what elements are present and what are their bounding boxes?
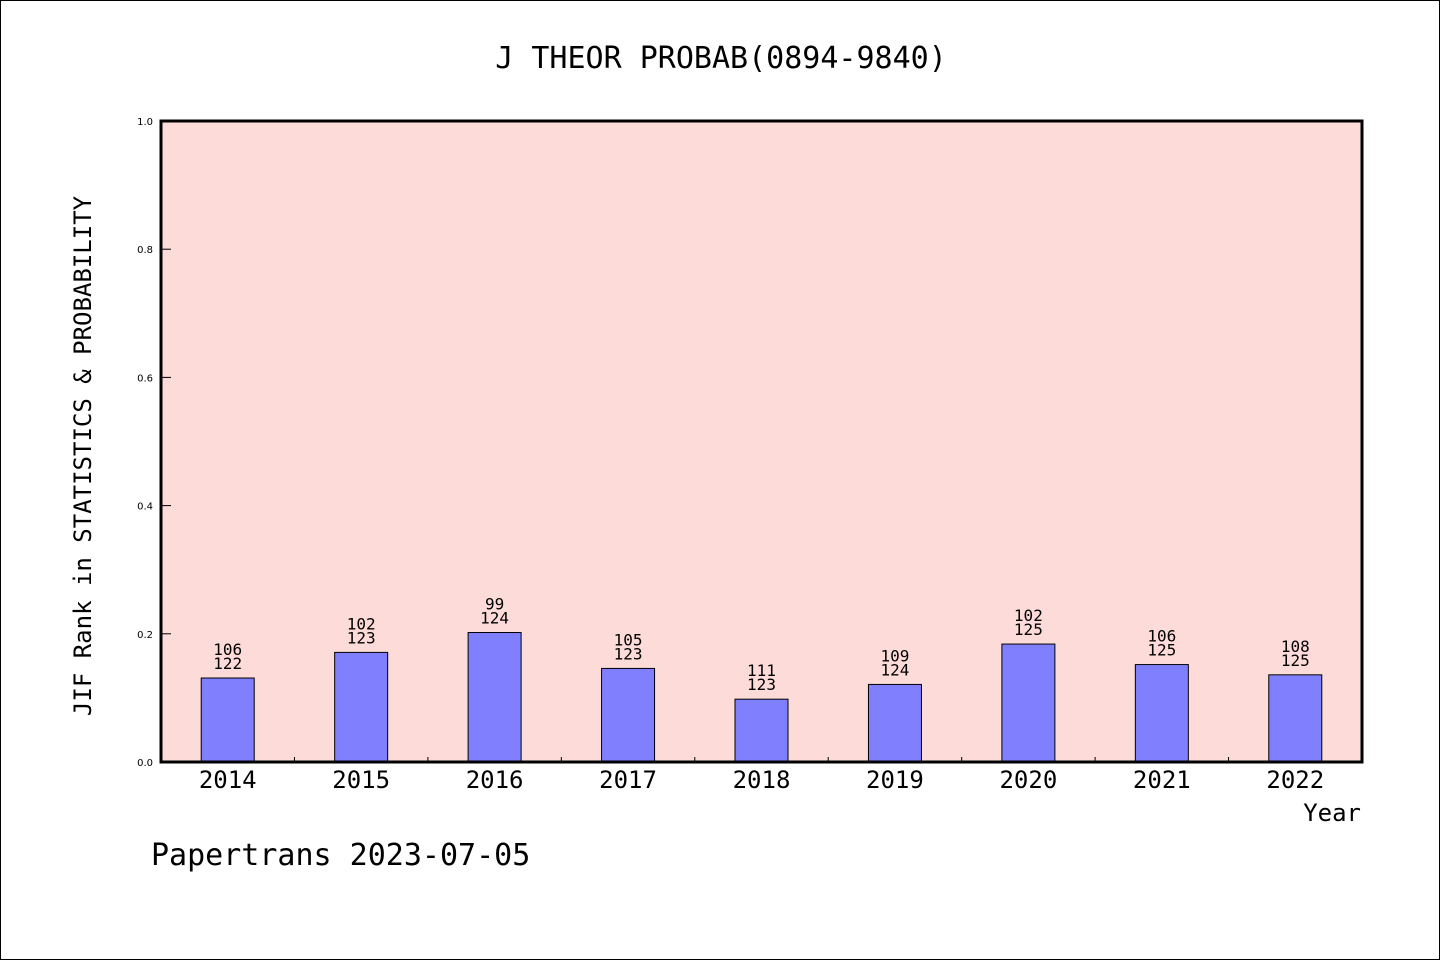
total-label: 123 [614, 644, 643, 663]
bar-2014 [200, 677, 255, 763]
footer-text: Papertrans 2023-07-05 [151, 838, 530, 873]
rank-label: 109 [880, 646, 909, 665]
rank-label: 102 [347, 614, 376, 633]
bar-2016 [467, 632, 522, 763]
rank-label: 105 [614, 630, 643, 649]
total-label: 124 [480, 609, 509, 628]
total-label: 125 [1014, 620, 1043, 639]
total-label: 125 [1281, 651, 1310, 670]
y-tick-label: 0.4 [137, 502, 153, 513]
y-tick-label: 0.0 [137, 758, 153, 769]
rank-label: 111 [747, 661, 776, 680]
rank-label: 106 [1147, 627, 1176, 646]
x-axis-label: Year [1303, 799, 1361, 827]
x-tick-label: 2016 [466, 766, 524, 794]
bar-2019 [867, 683, 922, 763]
x-tick-label: 2020 [999, 766, 1057, 794]
bar-2022 [1268, 674, 1323, 763]
x-tick-label: 2018 [733, 766, 791, 794]
data-labels: 1061221021239912410512311112310912410212… [213, 595, 1309, 695]
x-tick-label: 2014 [199, 766, 257, 794]
total-label: 123 [747, 675, 776, 694]
rank-label: 106 [213, 640, 242, 659]
plot-border [159, 119, 1364, 764]
x-tick-label: 2022 [1266, 766, 1324, 794]
y-tick-label: 0.2 [137, 630, 153, 641]
total-label: 123 [347, 628, 376, 647]
total-label: 125 [1147, 641, 1176, 660]
bar-2015 [334, 651, 389, 763]
bar-2017 [601, 667, 656, 763]
total-label: 124 [880, 660, 909, 679]
x-tick-label: 2019 [866, 766, 924, 794]
y-tick-label: 0.8 [137, 245, 153, 256]
x-tick-label: 2017 [599, 766, 657, 794]
bar-2021 [1134, 664, 1189, 763]
x-tick-label: 2015 [332, 766, 390, 794]
bar-2020 [1001, 643, 1056, 763]
rank-label: 108 [1281, 637, 1310, 656]
y-tick-label: 0.6 [137, 373, 153, 384]
y-tick-label: 1.0 [137, 117, 153, 128]
x-axis-ticks: 2014 2015 2016 2017 2018 2019 2020 2021 2022 [199, 757, 1324, 794]
bar-2018 [734, 698, 789, 763]
x-tick-label: 2021 [1133, 766, 1191, 794]
y-axis-label: JIF Rank in STATISTICS & PROBABILITY [69, 195, 97, 716]
rank-label: 99 [485, 595, 504, 614]
chart-title: J THEOR PROBAB(0894-9840) [495, 41, 947, 76]
rank-label: 102 [1014, 606, 1043, 625]
bars [200, 632, 1323, 763]
total-label: 122 [213, 654, 242, 673]
